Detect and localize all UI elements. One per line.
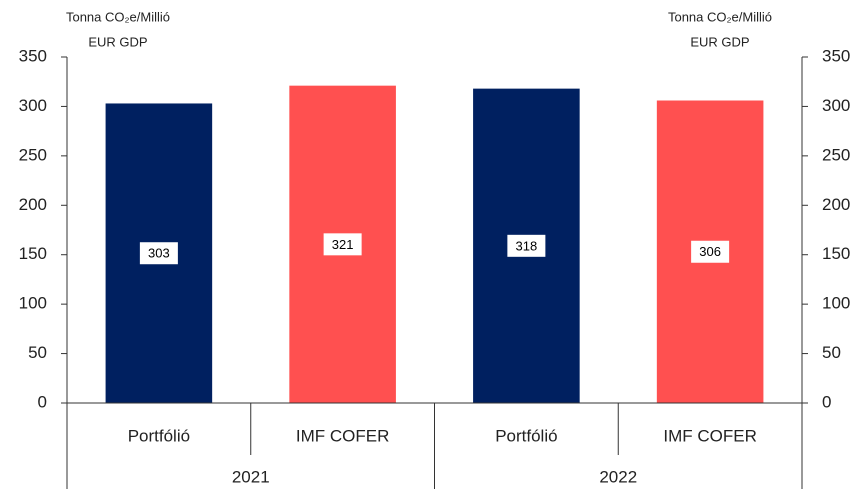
y-tick-label: 50 [28, 343, 47, 362]
y2-tick-label: 100 [822, 294, 850, 313]
x-tick-label: Portfólió [128, 426, 190, 445]
y2-axis-label: Tonna CO₂e/Millió [668, 9, 772, 24]
y2-tick-label: 150 [822, 244, 850, 263]
y-tick-label: 100 [19, 294, 47, 313]
y-tick-label: 200 [19, 195, 47, 214]
y2-tick-label: 200 [822, 195, 850, 214]
group-label: 2022 [599, 467, 637, 486]
y2-axis-label: EUR GDP [690, 34, 749, 49]
x-tick-label: IMF COFER [663, 426, 757, 445]
y2-tick-label: 250 [822, 145, 850, 164]
data-label: 303 [148, 246, 170, 261]
data-label: 318 [516, 238, 538, 253]
data-label-box [507, 234, 546, 257]
y-tick-label: 300 [19, 96, 47, 115]
y-tick-label: 150 [19, 244, 47, 263]
y-tick-label: 250 [19, 145, 47, 164]
data-label: 306 [699, 244, 721, 259]
data-label-box [323, 233, 362, 256]
data-label-box [139, 242, 178, 265]
y2-tick-label: 300 [822, 96, 850, 115]
y2-tick-label: 350 [822, 46, 850, 65]
group-label: 2021 [232, 467, 270, 486]
y-axis-label: Tonna CO₂e/Millió [66, 9, 170, 24]
x-tick-label: IMF COFER [296, 426, 390, 445]
y-tick-label: 350 [19, 46, 47, 65]
x-tick-label: Portfólió [495, 426, 557, 445]
y-axis-label: EUR GDP [88, 34, 147, 49]
y-tick-label: 0 [38, 392, 47, 411]
data-label-box [691, 240, 730, 263]
data-label: 321 [332, 237, 354, 252]
y2-tick-label: 50 [822, 343, 841, 362]
y2-tick-label: 0 [822, 392, 831, 411]
